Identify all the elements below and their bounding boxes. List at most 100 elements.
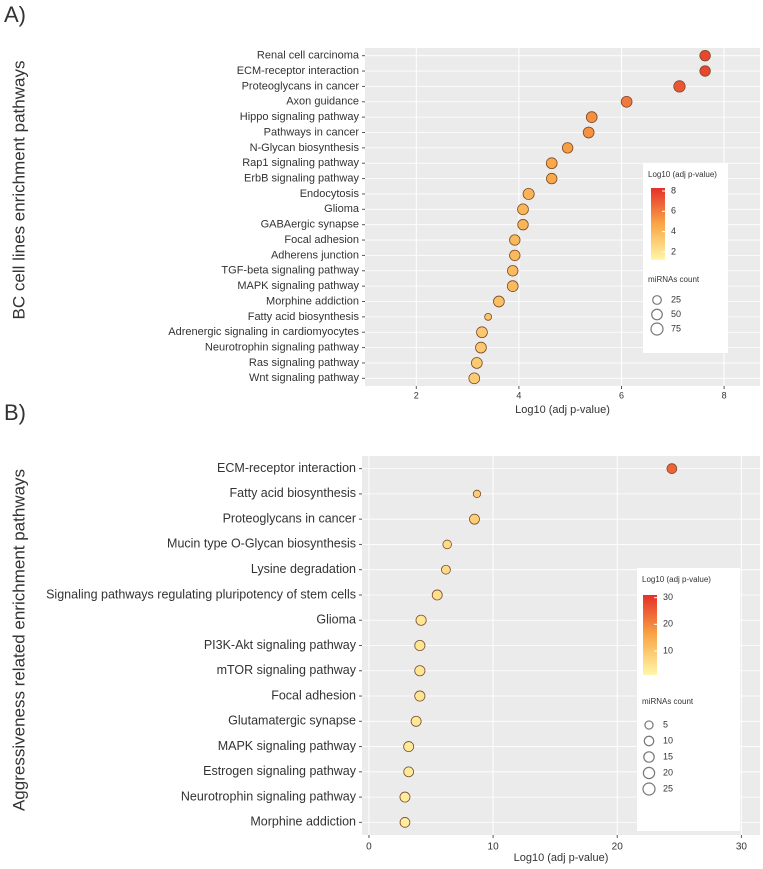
y-tick-label: Proteoglycans in cancer — [223, 511, 356, 525]
point — [546, 172, 558, 185]
x-tick-label: 4 — [516, 390, 521, 400]
y-tick-label: Morphine addiction — [250, 815, 356, 829]
point — [493, 295, 505, 308]
y-tick-label: ErbB signaling pathway — [244, 172, 359, 184]
size-legend-key — [650, 322, 664, 336]
point — [403, 741, 415, 752]
point — [484, 313, 492, 321]
point — [471, 357, 483, 369]
point — [620, 95, 633, 108]
point — [509, 249, 521, 262]
y-tick-label: ECM-receptor interaction — [217, 461, 356, 475]
y-tick-label: Signaling pathways regulating pluripoten… — [46, 587, 356, 601]
y-tick-label: Ras signaling pathway — [249, 357, 360, 369]
x-tick-label: 30 — [736, 842, 748, 853]
point — [441, 564, 451, 575]
size-legend-label: 20 — [663, 767, 673, 777]
y-tick-label: Endocytosis — [300, 188, 360, 200]
point — [399, 791, 411, 803]
y-axis-title: Aggressiveness related enrichment pathwa… — [9, 469, 28, 811]
panel-label: B) — [4, 400, 26, 425]
x-tick-label: 20 — [612, 842, 624, 853]
size-legend-key — [642, 782, 656, 796]
colorbar-tick-label: 20 — [663, 619, 673, 629]
y-tick-label: ECM-receptor interaction — [237, 65, 359, 77]
size-legend-label: 15 — [663, 751, 673, 761]
point — [414, 690, 426, 702]
colorbar-tick-label: 4 — [671, 226, 676, 236]
point — [414, 665, 426, 677]
point — [415, 614, 427, 626]
y-tick-label: Morphine addiction — [266, 295, 359, 307]
point — [442, 539, 452, 550]
size-legend-label: 5 — [663, 719, 668, 729]
point — [410, 715, 422, 727]
y-tick-label: Neurotrophin signaling pathway — [181, 789, 357, 803]
panel-label: A) — [4, 2, 26, 27]
y-tick-label: Adrenergic signaling in cardiomyocytes — [168, 326, 359, 338]
point — [414, 639, 426, 652]
size-legend-key — [643, 751, 655, 763]
y-tick-label: Rap1 signaling pathway — [242, 157, 359, 169]
size-legend-label: 25 — [671, 294, 681, 304]
y-tick-label: PI3K-Akt signaling pathway — [204, 638, 357, 652]
point — [476, 326, 488, 339]
y-tick-label: Axon guidance — [286, 96, 359, 108]
point — [403, 766, 415, 778]
y-tick-label: Proteoglycans in cancer — [242, 80, 360, 92]
x-axis-title: Log10 (adj p-value) — [514, 852, 609, 864]
size-legend-key — [642, 766, 656, 780]
y-tick-label: Renal cell carcinoma — [257, 50, 360, 62]
size-legend-key — [651, 308, 663, 321]
size-legend-title: miRNAs count — [642, 697, 694, 706]
y-tick-label: mTOR signaling pathway — [217, 663, 357, 677]
x-axis-title: Log10 (adj p-value) — [515, 404, 610, 416]
size-legend-label: 75 — [671, 323, 681, 333]
y-tick-label: Pathways in cancer — [264, 126, 360, 138]
y-tick-label: Lysine degradation — [251, 562, 356, 576]
point — [545, 157, 558, 170]
y-tick-label: Wnt signaling pathway — [249, 372, 360, 384]
color-legend-title: Log10 (adj p-value) — [642, 575, 711, 584]
point — [517, 219, 529, 231]
point — [468, 372, 481, 385]
point — [561, 142, 574, 154]
colorbar-tick-label: 30 — [663, 592, 673, 602]
point — [522, 187, 535, 200]
colorbar-tick-label: 2 — [671, 246, 676, 256]
size-legend-key — [643, 735, 655, 747]
y-tick-label: Focal adhesion — [284, 234, 359, 246]
point — [469, 513, 480, 525]
size-legend-label: 50 — [671, 309, 681, 319]
color-legend-title: Log10 (adj p-value) — [648, 170, 717, 179]
point — [582, 126, 595, 139]
y-tick-label: Fatty acid biosynthesis — [248, 311, 360, 323]
size-legend-title: miRNAs count — [648, 275, 700, 284]
point — [699, 50, 711, 62]
y-tick-label: N-Glycan biosynthesis — [250, 142, 360, 154]
x-tick-label: 10 — [488, 842, 500, 853]
y-tick-label: Mucin type O-Glycan biosynthesis — [167, 537, 356, 551]
y-tick-label: MAPK signaling pathway — [218, 739, 357, 753]
point — [431, 589, 443, 601]
y-tick-label: Hippo signaling pathway — [240, 111, 360, 123]
y-tick-label: Glutamatergic synapse — [228, 714, 356, 728]
size-legend-key — [644, 720, 654, 730]
y-tick-label: GABAergic synapse — [261, 219, 359, 231]
point — [509, 234, 521, 246]
point — [517, 203, 529, 216]
point — [506, 280, 519, 292]
y-tick-label: Glioma — [324, 203, 360, 215]
point — [666, 463, 678, 474]
y-tick-label: MAPK signaling pathway — [237, 280, 359, 292]
point — [472, 489, 482, 499]
y-tick-label: Adherens junction — [271, 249, 359, 261]
colorbar-tick-label: 10 — [663, 645, 673, 655]
point — [699, 65, 711, 77]
size-legend-key — [652, 295, 662, 305]
colorbar-tick-label: 6 — [671, 206, 676, 216]
x-tick-label: 0 — [366, 842, 372, 853]
y-axis-title: BC cell lines enrichment pathways — [9, 61, 28, 320]
